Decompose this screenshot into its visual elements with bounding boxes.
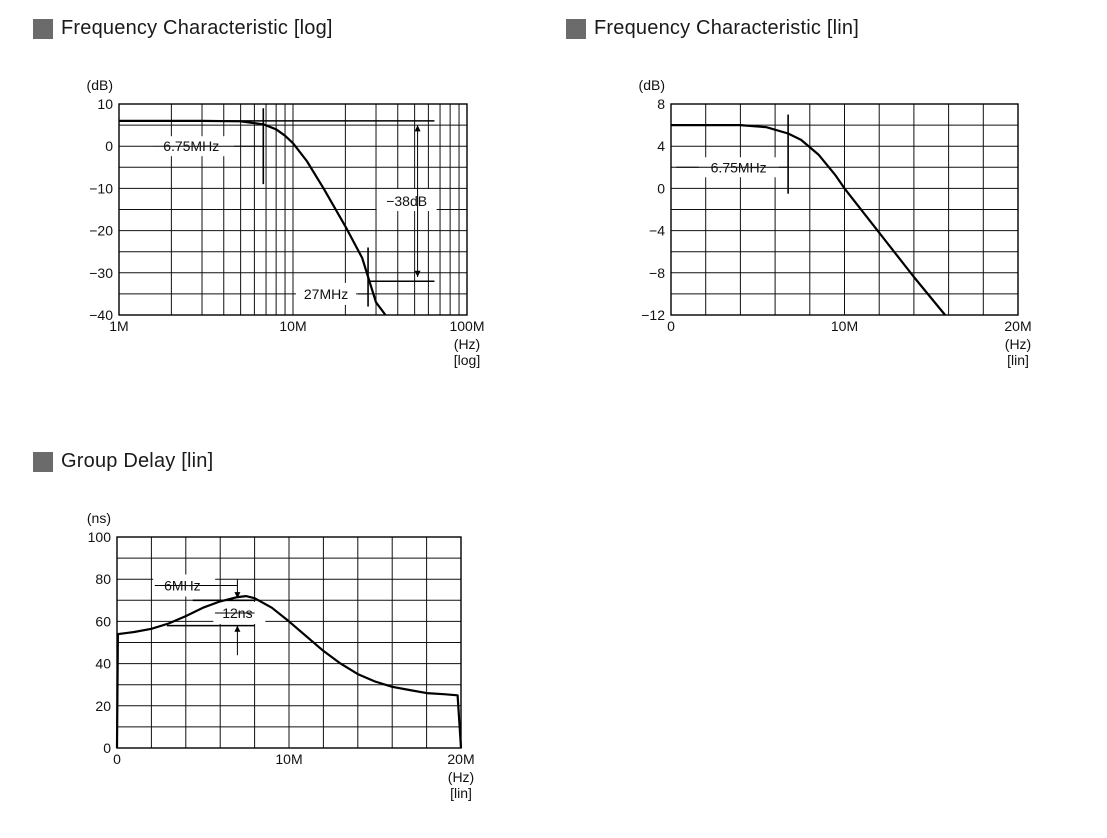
y-axis-unit: (ns) bbox=[87, 510, 111, 526]
title-square-icon bbox=[566, 18, 586, 39]
y-tick-label: −30 bbox=[89, 265, 113, 281]
x-tick-label: 0 bbox=[667, 318, 675, 334]
y-tick-label: −10 bbox=[89, 180, 113, 196]
y-tick-label: −40 bbox=[89, 307, 113, 323]
annotation-label: −38dB bbox=[386, 193, 427, 209]
x-tick-label: 0 bbox=[113, 751, 121, 767]
annotation-label: 27MHz bbox=[304, 286, 348, 302]
y-tick-label: −8 bbox=[649, 265, 665, 281]
chart-title-text: Group Delay [lin] bbox=[61, 450, 214, 472]
arrow-up-icon bbox=[234, 625, 241, 632]
arrow-down-icon bbox=[414, 270, 421, 278]
y-tick-label: 40 bbox=[95, 656, 111, 672]
chart-title-text: Frequency Characteristic [log] bbox=[61, 17, 333, 39]
y-tick-label: 0 bbox=[105, 138, 113, 154]
x-axis-unit: (Hz) bbox=[454, 336, 480, 352]
annotation-label: 6.75MHz bbox=[711, 159, 767, 175]
series-line bbox=[671, 123, 946, 316]
y-axis-unit: (dB) bbox=[87, 77, 113, 93]
annotation-label: 6.75MHz bbox=[163, 138, 219, 154]
y-tick-label: 10 bbox=[97, 96, 113, 112]
chart-title: Group Delay [lin] bbox=[33, 450, 213, 473]
y-tick-label: 60 bbox=[95, 613, 111, 629]
y-tick-label: 100 bbox=[88, 529, 112, 545]
y-axis-unit: (dB) bbox=[639, 77, 665, 93]
y-tick-label: 20 bbox=[95, 698, 111, 714]
title-square-icon bbox=[33, 18, 53, 39]
x-axis-scale: [log] bbox=[454, 352, 480, 368]
x-tick-label: 10M bbox=[275, 751, 302, 767]
chart-title: Frequency Characteristic [log] bbox=[33, 17, 333, 40]
chart-title: Frequency Characteristic [lin] bbox=[566, 17, 859, 40]
y-tick-label: −20 bbox=[89, 223, 113, 239]
x-tick-label: 20M bbox=[447, 751, 474, 767]
y-tick-label: 0 bbox=[103, 740, 111, 756]
x-tick-label: 1M bbox=[109, 318, 128, 334]
x-axis-unit: (Hz) bbox=[448, 769, 474, 785]
arrow-up-icon bbox=[414, 125, 421, 132]
annotation-label: 6MHz bbox=[164, 578, 201, 594]
x-tick-label: 10M bbox=[831, 318, 858, 334]
annotation-label: 12ns bbox=[222, 605, 252, 621]
x-axis-unit: (Hz) bbox=[1005, 336, 1031, 352]
x-tick-label: 20M bbox=[1004, 318, 1031, 334]
y-tick-label: 80 bbox=[95, 571, 111, 587]
x-axis-scale: [lin] bbox=[1007, 352, 1029, 368]
arrow-down-icon bbox=[234, 592, 241, 599]
title-square-icon bbox=[33, 451, 53, 472]
annotation-bg bbox=[296, 282, 357, 305]
y-tick-label: −12 bbox=[641, 307, 665, 323]
x-tick-label: 100M bbox=[449, 318, 484, 334]
y-tick-label: 4 bbox=[657, 138, 665, 154]
x-tick-label: 10M bbox=[279, 318, 306, 334]
plot-frame bbox=[670, 103, 1019, 316]
x-axis-scale: [lin] bbox=[450, 785, 472, 801]
y-tick-label: 0 bbox=[657, 180, 665, 196]
chart-title-text: Frequency Characteristic [lin] bbox=[594, 17, 859, 39]
plot-frame bbox=[118, 103, 468, 316]
series-line bbox=[119, 119, 387, 316]
y-tick-label: 8 bbox=[657, 96, 665, 112]
series-line bbox=[115, 594, 463, 749]
y-tick-label: −4 bbox=[649, 223, 665, 239]
annotation-bg bbox=[376, 189, 437, 212]
